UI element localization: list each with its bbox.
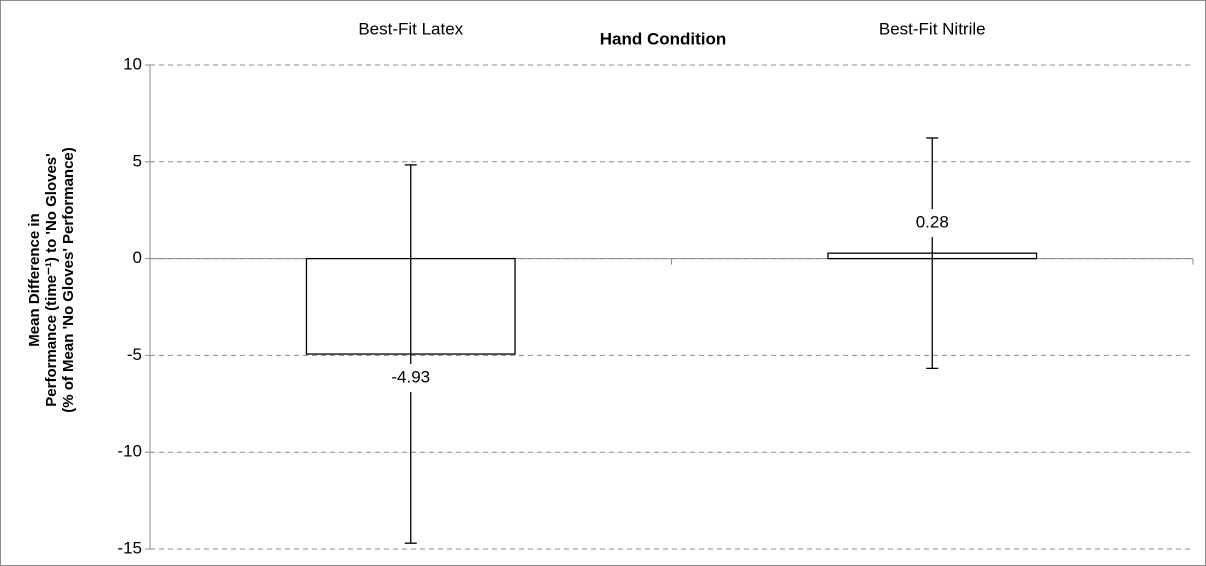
error-bar — [926, 137, 939, 370]
data-label: 0.28 — [916, 213, 949, 232]
y-axis-title-line: Mean Difference in — [26, 213, 43, 346]
x-tick-label: Best-Fit Latex — [358, 19, 463, 38]
data-label-background — [902, 209, 963, 238]
y-tick-label: 0 — [133, 248, 142, 267]
error-bar — [404, 164, 417, 544]
y-tick-label: 5 — [133, 151, 142, 170]
data-label-background — [380, 364, 441, 393]
x-tick-label: Best-Fit Nitrile — [879, 19, 986, 38]
x-axis-title: Hand Condition — [600, 29, 727, 48]
y-axis-title-line: (% of Mean 'No Gloves' Performance) — [60, 147, 77, 413]
y-tick-label: -5 — [127, 345, 142, 364]
y-axis-title-line: Performance (time⁻¹) to 'No Gloves' — [43, 153, 60, 406]
y-tick-label: -10 — [117, 442, 142, 461]
y-axis-title: Mean Difference in Performance (time⁻¹) … — [26, 147, 77, 413]
y-tick-label: 10 — [123, 54, 142, 73]
data-label: -4.93 — [391, 368, 430, 387]
y-tick-label: -15 — [117, 538, 142, 557]
